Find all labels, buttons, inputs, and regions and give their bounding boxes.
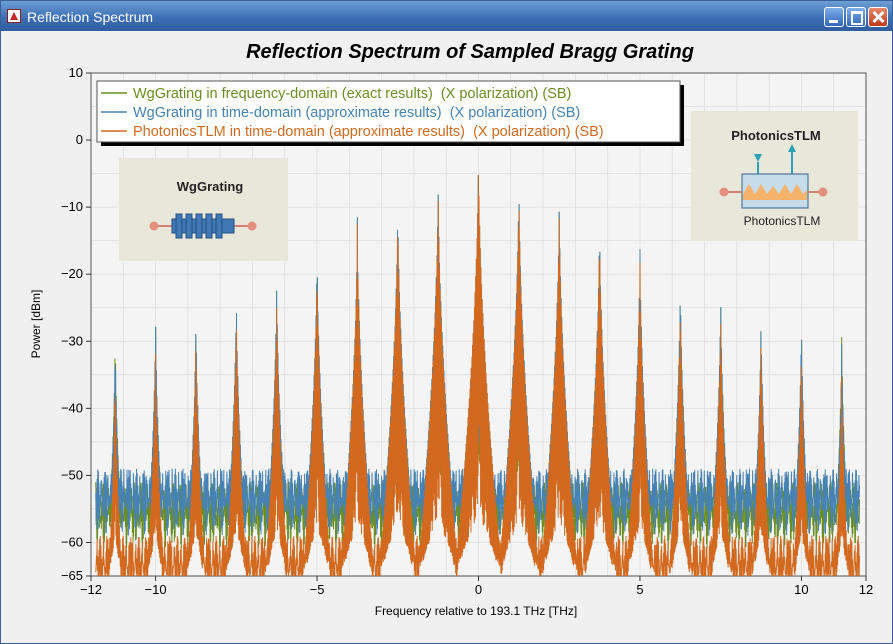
photonicstlm-inset: PhotonicsTLM PhotonicsTLM <box>691 111 858 241</box>
x-tick-label: 10 <box>794 582 808 597</box>
legend: WgGrating in frequency-domain (exact res… <box>96 80 684 146</box>
legend-box <box>96 80 681 143</box>
photonicstlm-block-icon <box>719 144 828 209</box>
chart-area: Reflection Spectrum of Sampled Bragg Gra… <box>8 34 885 637</box>
y-tick-label: −20 <box>61 266 83 281</box>
legend-entry-2: WgGrating in time-domain (approximate re… <box>133 105 580 121</box>
series-line-3 <box>95 175 860 577</box>
y-tick-label: −40 <box>61 400 83 415</box>
y-axis-label: Power [dBm] <box>29 290 43 359</box>
x-tick-label: −12 <box>80 582 102 597</box>
y-tick-label: 10 <box>69 65 83 80</box>
y-tick-label: −50 <box>61 467 83 482</box>
x-tick-label: −5 <box>310 582 325 597</box>
wggrating-inset-label: WgGrating <box>177 179 243 194</box>
chart-title: Reflection Spectrum of Sampled Bragg Gra… <box>246 41 694 63</box>
y-tick-label: −30 <box>61 333 83 348</box>
maximize-button[interactable] <box>846 7 866 27</box>
photonicstlm-inset-label: PhotonicsTLM <box>731 128 821 143</box>
legend-entry-3: PhotonicsTLM in time-domain (approximate… <box>133 124 604 140</box>
x-tick-label: 0 <box>475 582 482 597</box>
wggrating-inset: WgGrating <box>119 158 288 261</box>
legend-entry-1: WgGrating in frequency-domain (exact res… <box>133 86 571 102</box>
series-layer <box>95 175 860 577</box>
y-tick-label: −10 <box>61 199 83 214</box>
photonicstlm-inset-sublabel: PhotonicsTLM <box>744 214 821 228</box>
title-bar[interactable]: Reflection Spectrum <box>1 1 892 31</box>
wggrating-block-icon <box>149 213 257 239</box>
wggrating-inset-bg <box>119 158 288 261</box>
y-tick-label: −60 <box>61 534 83 549</box>
reflection-chart: Reflection Spectrum of Sampled Bragg Gra… <box>29 41 873 618</box>
y-tick-label: 0 <box>76 132 83 147</box>
x-tick-label: 12 <box>859 582 873 597</box>
x-tick-label: −10 <box>145 582 167 597</box>
close-button[interactable] <box>868 7 888 27</box>
x-axis-label: Frequency relative to 193.1 THz [THz] <box>375 604 578 618</box>
x-tick-label: 5 <box>636 582 643 597</box>
window-title: Reflection Spectrum <box>27 9 154 25</box>
y-tick-label: −65 <box>61 568 83 583</box>
minimize-button[interactable] <box>824 7 844 27</box>
app-logo-icon <box>7 9 21 23</box>
